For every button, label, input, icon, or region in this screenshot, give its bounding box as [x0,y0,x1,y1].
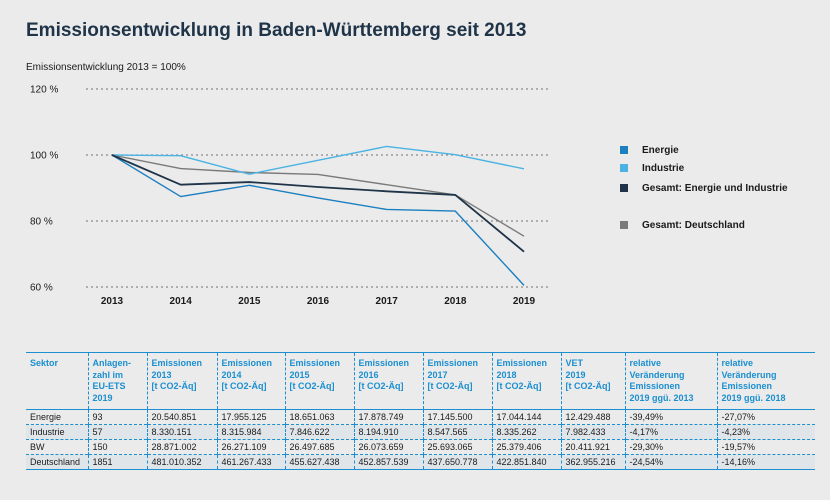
table-cell: 93 [87,409,147,425]
y-tick-label: 80 % [30,217,53,228]
table-cell: 25.693.065 [422,439,492,455]
y-tick-label: 100 % [30,151,58,162]
x-tick-label: 2014 [170,296,193,307]
table-cell: 8.330.151 [146,424,217,440]
table-cell: 7.846.622 [284,424,354,440]
table-header-cell: relative Veränderung Emissionen 2019 ggü. 2… [624,352,717,410]
table-cell: 362.955.216 [560,454,625,470]
table-row: Deutschland 1851 481.010.352 461.267.433 455… [26,454,815,470]
x-tick-label: 2015 [238,296,261,307]
x-tick-label: 2019 [513,296,536,307]
table-cell: 481.010.352 [146,454,217,470]
legend-item: Industrie [620,163,684,174]
table-header-cell: Emissionen 2016 [t CO2-Äq] [353,352,423,410]
legend-item: Energie [620,145,679,156]
table-cell: 455.627.438 [284,454,354,470]
table-header-cell: Emissionen 2015 [t CO2-Äq] [284,352,354,410]
legend-swatch [620,221,628,230]
legend-label: Industrie [642,163,685,174]
table-cell: -4,17% [624,424,717,440]
table-cell: -19,57% [716,439,815,455]
table-cell: 17.955.125 [216,409,285,425]
table-cell: -4,23% [716,424,815,440]
table-cell: 8.547.565 [422,424,492,440]
legend-item: Gesamt: Deutschland [620,220,745,231]
table-row: Energie 93 20.540.851 17.955.125 18.651.063 1… [26,409,815,425]
x-tick-label: 2016 [307,296,330,307]
table-header-cell: relative Veränderung Emissionen 2019 ggü. 2… [716,352,815,410]
x-tick-label: 2018 [444,296,467,307]
table-cell: 17.044.144 [491,409,561,425]
table-header-cell: Emissionen 2013 [t CO2-Äq] [146,352,217,410]
table-row: Industrie 57 8.330.151 8.315.984 7.846.622 8.… [26,424,815,440]
table-cell: 26.073.659 [353,439,423,455]
row-label: BW [30,442,45,452]
series-line-gesamt-energie-und-industrie [111,154,525,253]
table-cell: 150 [87,439,147,455]
table-cell: -27,07% [716,409,815,425]
table-cell: -29,30% [624,439,717,455]
emissions-table-wrapper: Sektor Anlagen-zahl im EU-ETS 2019 Emissione… [26,352,815,470]
table-header-cell: Emissionen 2017 [t CO2-Äq] [422,352,492,410]
line-chart: 60 % 80 % 100 % 120 % 2013 2014 2015 2016 2017 20… [30,85,550,307]
legend-swatch [620,184,628,193]
table-cell: 437.650.778 [422,454,492,470]
series-line-gesamt-deutschland [111,154,525,237]
chart-subtitle: Emissionsentwicklung 2013 = 100% [26,62,186,73]
table-cell: 452.857.539 [353,454,423,470]
table-header-cell: Emissionen 2014 [t CO2-Äq] [216,352,285,410]
chart-legend: Energie Industrie Gesamt: Energie und Indu… [620,0,820,300]
table-header-cell: Sektor [30,358,59,368]
table-cell: 18.651.063 [284,409,354,425]
table-cell: 7.982.433 [560,424,625,440]
table-cell: 26.497.685 [284,439,354,455]
table-cell: 8.315.984 [216,424,285,440]
table-cell: 422.851.840 [491,454,561,470]
row-label: Deutschland [30,457,81,467]
table-cell: -39,49% [624,409,717,425]
x-tick-label: 2013 [101,296,124,307]
table-cell: 20.540.851 [146,409,217,425]
table-header: Sektor Anlagen-zahl im EU-ETS 2019 Emissione… [26,352,815,410]
table-cell: 57 [87,424,147,440]
legend-label: Energie [642,145,679,156]
table-header-cell: Emissionen 2018 [t CO2-Äq] [491,352,561,410]
emissions-table: Sektor Anlagen-zahl im EU-ETS 2019 Emissione… [26,352,815,470]
series-line-industrie [111,145,525,175]
legend-swatch [620,146,628,155]
legend-label: Gesamt: Deutschland [642,220,745,231]
table-body: Energie 93 20.540.851 17.955.125 18.651.063 1… [26,409,815,470]
table-cell: 26.271.109 [216,439,285,455]
table-row: BW 150 28.871.002 26.271.109 26.497.685 26.07… [26,439,815,455]
table-cell: -24,54% [624,454,717,470]
legend-label: Gesamt: Energie und Industrie [642,183,788,194]
y-tick-label: 60 % [30,283,53,294]
table-cell: 8.335.262 [491,424,561,440]
legend-swatch [620,164,628,173]
y-tick-label: 120 % [30,85,58,96]
table-cell: 20.411.921 [560,439,625,455]
table-cell: 8.194.910 [353,424,423,440]
table-header-row: Sektor Anlagen-zahl im EU-ETS 2019 Emissione… [26,352,815,410]
series-line-energie [111,154,525,286]
table-cell: 461.267.433 [216,454,285,470]
table-cell: 1851 [87,454,147,470]
table-cell: 28.871.002 [146,439,217,455]
table-cell: 12.429.488 [560,409,625,425]
chart-title: Emissionsentwicklung in Baden-Württember… [26,20,527,41]
row-label: Industrie [30,427,65,437]
legend-item: Gesamt: Energie und Industrie [620,183,788,194]
table-cell: 25.379.406 [491,439,561,455]
table-header-cell: Anlagen-zahl im EU-ETS 2019 [87,352,147,410]
table-header-cell: VET 2019 [t CO2-Äq] [560,352,625,410]
table-cell: 17.145.500 [422,409,492,425]
x-tick-label: 2017 [376,296,399,307]
table-cell: -14,16% [716,454,815,470]
table-cell: 17.878.749 [353,409,423,425]
row-label: Energie [30,412,62,422]
